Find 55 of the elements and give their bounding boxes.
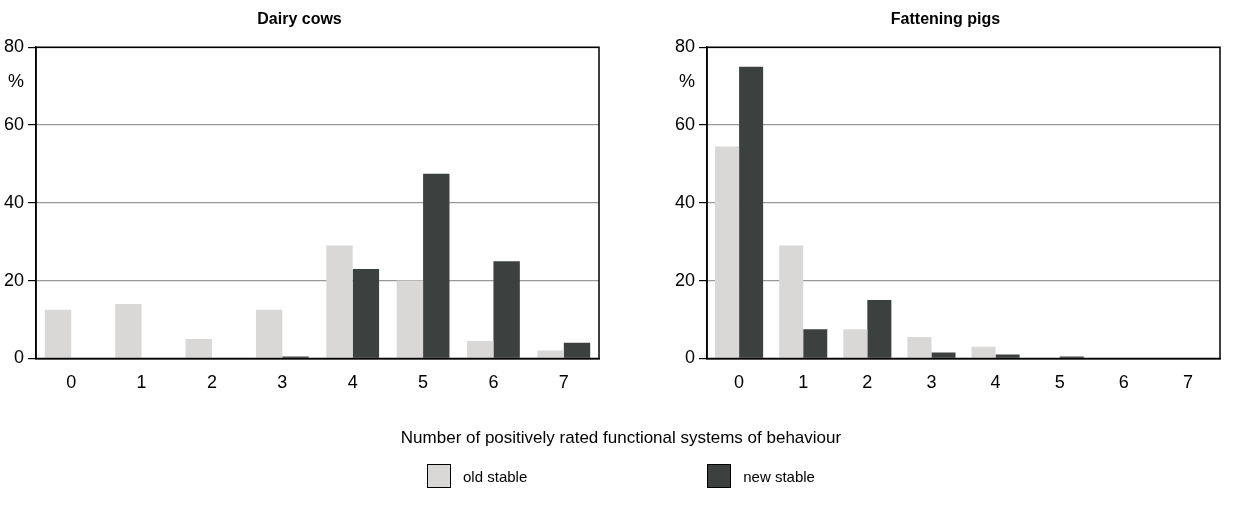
- y-axis-title: %: [679, 71, 696, 92]
- bar: [185, 338, 212, 358]
- bar: [739, 66, 764, 358]
- x-tick-label: 6: [488, 372, 499, 393]
- y-tick-label: 80: [3, 36, 25, 57]
- x-axis-title: Number of positively rated functional systems of behaviour: [399, 428, 843, 448]
- bar: [867, 300, 892, 358]
- bar: [715, 146, 740, 358]
- bar: [537, 350, 564, 358]
- bar: [971, 346, 996, 358]
- x-tick-label: 4: [347, 372, 358, 393]
- x-tick-label: 1: [798, 372, 809, 393]
- chart-title: Fattening pigs: [890, 10, 1001, 28]
- y-tick-label: 40: [3, 191, 25, 212]
- bar: [467, 340, 494, 358]
- x-tick-label: 4: [990, 372, 1001, 393]
- x-tick-label: 5: [418, 372, 429, 393]
- x-tick-label: 7: [1182, 372, 1193, 393]
- bar: [563, 342, 591, 358]
- y-tick-label: 60: [3, 113, 25, 134]
- bar: [779, 245, 804, 358]
- bar: [423, 173, 450, 358]
- x-tick-label: 6: [1118, 372, 1129, 393]
- x-tick-label: 5: [1054, 372, 1065, 393]
- x-tick-label: 3: [277, 372, 288, 393]
- y-tick-label: 20: [3, 269, 25, 290]
- x-tick-label: 7: [558, 372, 569, 393]
- bar: [255, 309, 283, 358]
- y-tick-label: 80: [674, 36, 696, 57]
- y-tick-label: 40: [674, 191, 696, 212]
- y-tick-label: 0: [14, 347, 25, 368]
- x-tick-label: 2: [862, 372, 873, 393]
- bar: [326, 245, 353, 358]
- y-tick-label: 0: [685, 347, 696, 368]
- bar: [931, 352, 956, 358]
- bar: [44, 309, 72, 358]
- y-tick-label: 60: [674, 113, 696, 134]
- y-tick-label: 20: [674, 269, 696, 290]
- legend-label: new stable: [743, 467, 815, 485]
- y-axis-title: %: [8, 71, 25, 92]
- bar: [493, 261, 520, 358]
- bar: [803, 329, 828, 358]
- chart-title: Dairy cows: [257, 10, 342, 28]
- legend-label: old stable: [463, 467, 528, 485]
- x-tick-label: 2: [206, 372, 217, 393]
- bar: [115, 303, 142, 358]
- bar: [907, 337, 932, 358]
- x-tick-label: 1: [136, 372, 147, 393]
- bar: [352, 268, 380, 358]
- bar: [843, 329, 868, 358]
- x-tick-label: 0: [66, 372, 77, 393]
- bar: [396, 280, 424, 358]
- x-tick-label: 3: [926, 372, 937, 393]
- x-tick-label: 0: [734, 372, 745, 393]
- bar: [995, 354, 1020, 358]
